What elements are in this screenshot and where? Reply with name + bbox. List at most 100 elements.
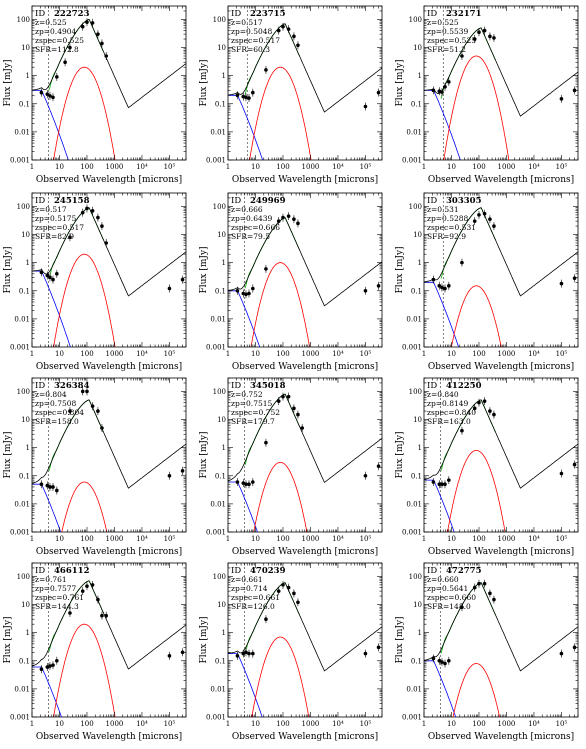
data-point xyxy=(492,36,496,40)
data-point xyxy=(63,60,67,65)
data-point xyxy=(488,591,492,596)
x-tick-label: 1000 xyxy=(106,163,124,171)
x-axis-label: Observed Wavelength [microns] xyxy=(428,547,574,557)
x-tick-label: 100 xyxy=(276,720,289,728)
panel-z: z=0.752 xyxy=(231,390,263,399)
panel-id-label: ID xyxy=(35,196,45,206)
data-point xyxy=(477,213,481,217)
plot-area xyxy=(32,563,186,717)
x-tick-label: 100 xyxy=(80,720,93,728)
y-tick-label: 0.01 xyxy=(14,128,30,136)
agn-model-line xyxy=(32,270,71,347)
data-point xyxy=(55,75,59,79)
y-tick-label: 0.1 xyxy=(411,100,422,108)
x-axis-label: Observed Wavelength [microns] xyxy=(36,175,182,185)
data-point xyxy=(296,43,300,48)
data-point xyxy=(39,270,44,275)
panel-id-label: ID xyxy=(427,381,437,391)
y-tick-label: 100 xyxy=(409,573,422,581)
panel-zspec: zspec=0.661 xyxy=(231,593,280,602)
data-point xyxy=(559,97,564,101)
data-point xyxy=(68,45,72,50)
data-point xyxy=(251,651,255,656)
panel-id-value: 223715 xyxy=(250,9,286,19)
data-point xyxy=(51,95,55,100)
y-tick-label: 100 xyxy=(409,388,422,396)
y-tick-label: 0.1 xyxy=(19,657,30,665)
x-axis-label: Observed Wavelength [microns] xyxy=(232,547,378,557)
data-point xyxy=(376,284,381,288)
x-tick-label: 1000 xyxy=(498,163,516,171)
plot-area xyxy=(32,6,186,160)
y-tick-label: 100 xyxy=(213,388,226,396)
y-tick-label: 0.1 xyxy=(215,657,226,665)
x-tick-label: 10⁵ xyxy=(164,535,176,543)
panel-z: z=0.525 xyxy=(35,18,67,27)
data-point xyxy=(376,90,381,95)
total-model-line xyxy=(228,582,382,672)
data-point xyxy=(247,651,251,656)
panel-zspec: zspec=0.666 xyxy=(231,223,280,232)
total-model-line xyxy=(228,393,382,484)
y-tick-label: 10 xyxy=(217,416,226,424)
data-point xyxy=(104,54,108,58)
x-tick-label: 100 xyxy=(472,720,485,728)
data-point xyxy=(80,589,85,593)
data-point xyxy=(492,412,496,417)
data-point xyxy=(55,272,59,276)
plot-frame xyxy=(31,192,187,348)
y-tick-label: 0.001 xyxy=(206,714,226,722)
x-axis-label: Observed Wavelength [microns] xyxy=(428,732,574,742)
y-tick-label: 100 xyxy=(17,203,30,211)
starburst-model-line xyxy=(53,66,116,160)
panel-sfr: SFR=82.9 xyxy=(35,232,74,241)
data-point xyxy=(488,34,492,39)
y-tick-label: 100 xyxy=(213,573,226,581)
x-tick-label: 10 xyxy=(251,163,260,171)
panel-zp: zp=0.7577 xyxy=(35,584,77,593)
data-point xyxy=(482,399,487,403)
plot-area xyxy=(32,193,186,347)
data-point xyxy=(477,581,481,586)
x-tick-label: 100 xyxy=(472,535,485,543)
panel-z: z=0.666 xyxy=(231,205,263,214)
x-axis-label: Observed Wavelength [microns] xyxy=(36,362,182,372)
y-axis-label: Flux [mJy] xyxy=(3,616,13,663)
x-tick-label: 10 xyxy=(447,163,456,171)
data-point xyxy=(559,651,564,656)
x-tick-label: 100 xyxy=(80,350,93,358)
x-tick-label: 10⁴ xyxy=(136,535,148,543)
data-point xyxy=(572,462,577,467)
panel-zp: zp=0.714 xyxy=(231,584,268,593)
plot-frame xyxy=(31,562,187,718)
data-point xyxy=(235,654,240,658)
y-tick-label: 1 xyxy=(26,629,30,637)
y-tick-label: 0.1 xyxy=(411,287,422,295)
y-tick-label: 0.01 xyxy=(210,685,226,693)
data-point xyxy=(431,480,436,484)
data-point xyxy=(39,667,44,672)
panel-id-label: ID xyxy=(231,381,241,391)
y-tick-label: 1 xyxy=(418,444,422,452)
y-tick-label: 0.001 xyxy=(402,344,422,352)
plot-frame xyxy=(423,5,579,161)
y-tick-label: 0.01 xyxy=(210,500,226,508)
panel-id-label: ID xyxy=(35,381,45,391)
y-tick-label: 1 xyxy=(26,444,30,452)
starburst-model-line xyxy=(450,285,502,347)
starburst-model-line xyxy=(447,450,506,532)
x-tick-label: 10 xyxy=(447,350,456,358)
agn-model-line xyxy=(32,483,62,532)
data-point xyxy=(80,210,85,215)
panel-sfr: SFR=179.7 xyxy=(231,417,275,426)
y-tick-label: 10 xyxy=(217,231,226,239)
panel-zspec: zspec=0.517 xyxy=(35,223,84,232)
data-point xyxy=(45,92,50,96)
plot-frame xyxy=(423,562,579,718)
data-point xyxy=(296,221,300,226)
x-tick-label: 10⁵ xyxy=(556,535,568,543)
panel-id-value: 472775 xyxy=(446,566,482,576)
x-axis-label: Observed Wavelength [microns] xyxy=(428,362,574,372)
x-tick-label: 1 xyxy=(226,350,230,358)
y-axis-label: Flux [mJy] xyxy=(199,431,209,478)
